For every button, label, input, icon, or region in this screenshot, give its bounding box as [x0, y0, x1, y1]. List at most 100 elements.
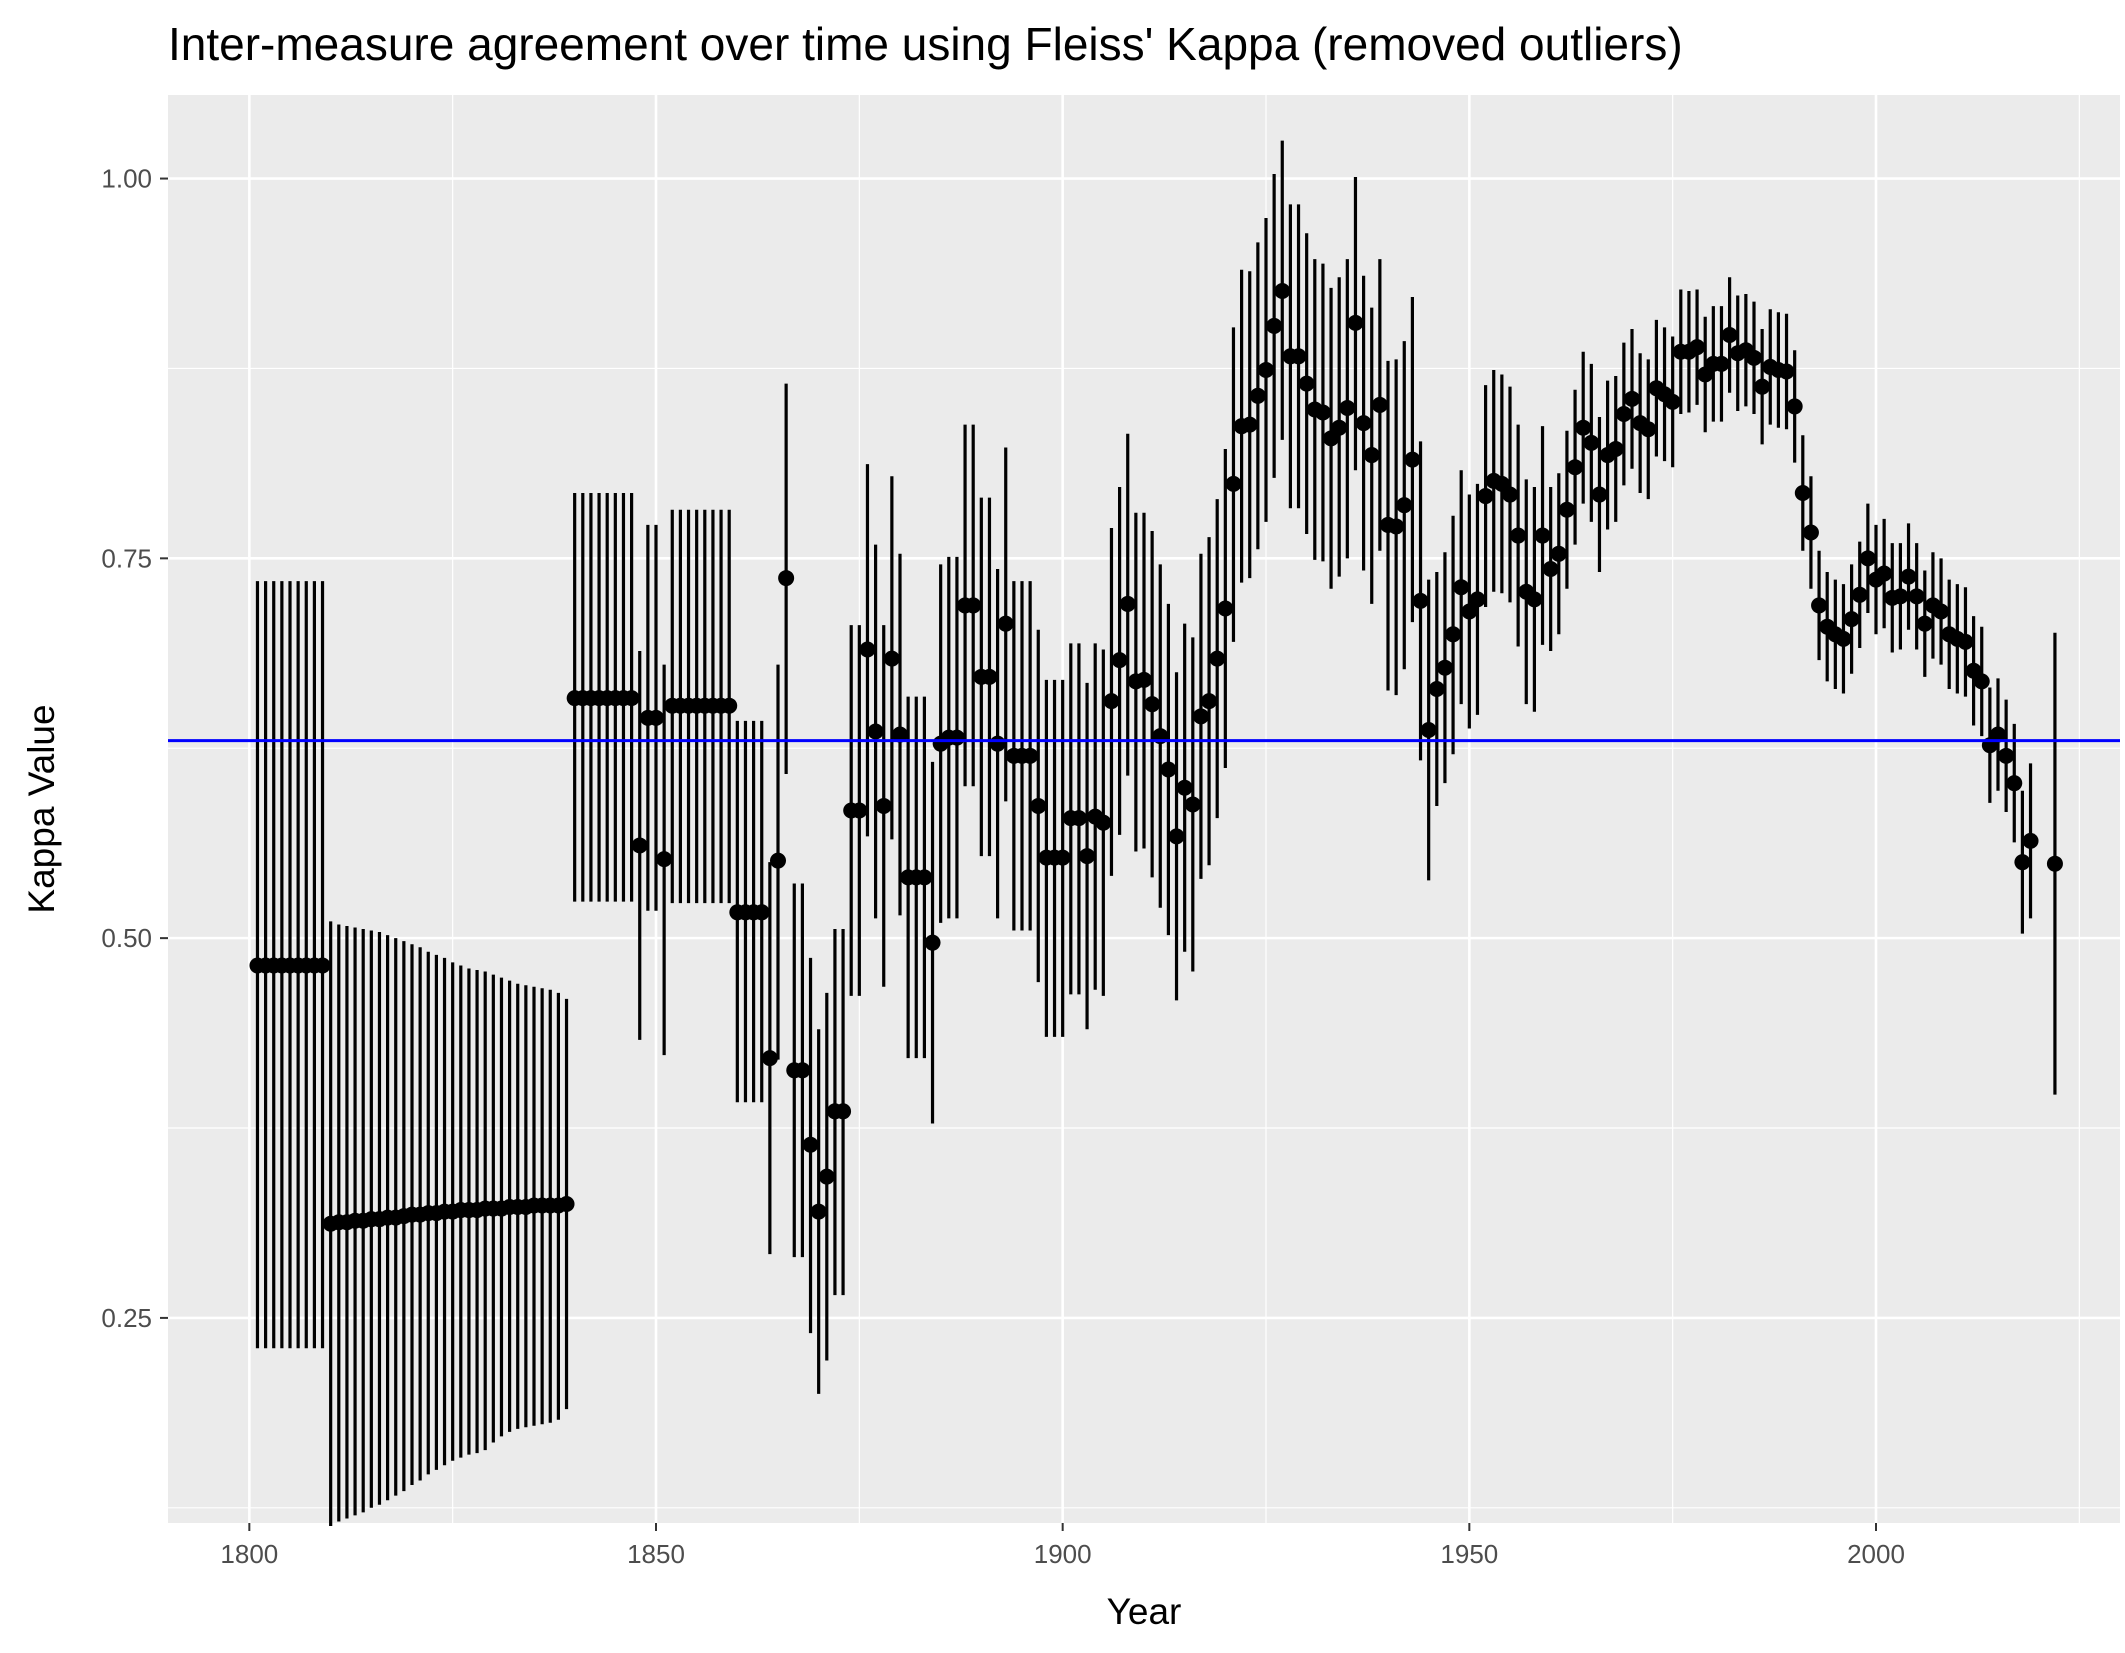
data-point	[1713, 355, 1730, 372]
data-point	[1453, 579, 1470, 596]
data-point	[770, 852, 786, 869]
data-point	[1794, 485, 1811, 502]
data-point	[1534, 527, 1551, 544]
data-point	[802, 1136, 819, 1153]
data-point	[1445, 626, 1462, 643]
x-axis: 1800 1850 1900 1950 2000	[220, 1523, 1905, 1569]
data-point	[1778, 363, 1795, 380]
data-point	[851, 802, 868, 819]
data-point	[1624, 390, 1640, 407]
x-tick-label: 1800	[220, 1539, 278, 1569]
data-point	[1290, 348, 1307, 365]
data-point	[1502, 486, 1518, 503]
data-point	[1298, 375, 1315, 392]
data-point	[1786, 398, 1803, 415]
data-point	[1859, 550, 1876, 567]
data-point	[1217, 600, 1234, 617]
data-point	[810, 1203, 827, 1220]
data-point	[794, 1062, 811, 1079]
data-point	[1998, 747, 2015, 764]
data-point	[1607, 440, 1624, 457]
data-points	[249, 282, 2063, 1232]
data-point	[1192, 708, 1209, 725]
data-point	[1388, 518, 1405, 535]
data-point	[558, 1195, 575, 1212]
data-point	[1420, 722, 1437, 739]
data-point	[1461, 603, 1478, 620]
data-point	[1355, 415, 1372, 432]
data-point	[1526, 591, 1543, 608]
y-tick-label: 1.00	[101, 164, 152, 194]
data-point	[1095, 814, 1112, 831]
data-point	[1054, 849, 1071, 866]
x-axis-title: Year	[1107, 1591, 1182, 1632]
data-point	[997, 615, 1014, 632]
x-tick-label: 1900	[1034, 1539, 1092, 1569]
data-point	[1721, 327, 1738, 344]
data-point	[1144, 696, 1161, 713]
y-axis: 0.25 0.50 0.75 1.00	[101, 164, 168, 1333]
y-tick-label: 0.50	[101, 923, 152, 953]
chart-title: Inter-measure agreement over time using …	[168, 18, 1683, 70]
data-point	[2006, 775, 2023, 792]
data-point	[1542, 560, 1559, 577]
data-point	[1957, 633, 1974, 650]
data-point	[1469, 591, 1486, 608]
data-point	[1266, 317, 1283, 334]
data-point	[1201, 693, 1218, 710]
data-point	[1176, 779, 1193, 796]
data-point	[721, 697, 738, 714]
data-point	[631, 837, 648, 854]
data-point	[1811, 597, 1828, 614]
data-point	[1347, 314, 1364, 331]
data-point	[1184, 796, 1201, 813]
data-point	[1249, 387, 1266, 404]
data-point	[1371, 396, 1388, 413]
data-point	[883, 650, 900, 667]
data-point	[1510, 527, 1527, 544]
data-point	[1079, 848, 1096, 865]
data-point	[965, 597, 982, 614]
data-point	[1030, 797, 1047, 814]
data-point	[1225, 475, 1242, 492]
data-point	[1908, 588, 1925, 605]
data-point	[1615, 406, 1632, 423]
data-point	[981, 668, 998, 685]
data-point	[859, 641, 876, 658]
data-point	[753, 904, 770, 921]
data-point	[1876, 565, 1893, 582]
data-point	[1111, 652, 1128, 669]
data-point	[1583, 434, 1600, 451]
data-point	[1916, 615, 1933, 632]
data-point	[1103, 693, 1120, 710]
data-point	[1835, 630, 1852, 647]
data-point	[1168, 828, 1185, 845]
data-point	[1851, 586, 1868, 603]
data-point	[1640, 421, 1657, 438]
data-point	[1558, 501, 1575, 518]
data-point	[2014, 854, 2031, 871]
data-point	[1843, 611, 1860, 628]
data-point	[1331, 419, 1348, 436]
y-axis-title: Kappa Value	[21, 704, 62, 913]
data-point	[1363, 447, 1380, 464]
data-point	[1396, 497, 1413, 514]
data-point	[924, 934, 941, 951]
data-point	[1477, 488, 1494, 505]
data-point	[1591, 486, 1608, 503]
data-point	[1136, 671, 1152, 688]
data-point	[1746, 349, 1762, 366]
data-point	[656, 851, 673, 868]
data-point	[1404, 451, 1421, 468]
data-point	[1933, 603, 1950, 620]
data-point	[1022, 747, 1039, 764]
data-point	[1973, 673, 1990, 690]
data-point	[1119, 595, 1136, 612]
data-point	[1575, 419, 1592, 436]
data-point	[761, 1050, 778, 1067]
data-point	[2046, 855, 2063, 872]
x-tick-label: 1850	[627, 1539, 685, 1569]
data-point	[1241, 416, 1258, 433]
